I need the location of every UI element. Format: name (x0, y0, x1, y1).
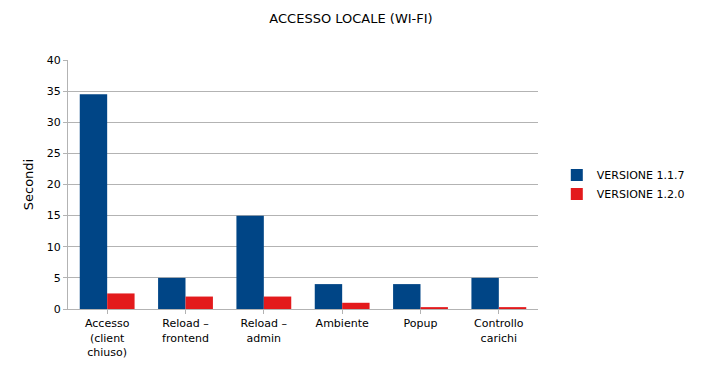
svg-text:VERSIONE 1.1.7: VERSIONE 1.1.7 (597, 169, 685, 182)
svg-text:Reload –frontend: Reload –frontend (162, 317, 209, 344)
svg-text:40: 40 (47, 54, 61, 67)
svg-text:ACCESSO LOCALE (WI-FI): ACCESSO LOCALE (WI-FI) (269, 11, 432, 26)
svg-text:Reload –admin: Reload –admin (241, 317, 287, 344)
svg-text:VERSIONE 1.2.0: VERSIONE 1.2.0 (597, 188, 685, 201)
svg-text:Accesso(clientchiuso): Accesso(clientchiuso) (85, 317, 130, 359)
svg-text:30: 30 (47, 116, 61, 129)
svg-text:5: 5 (54, 272, 61, 285)
svg-text:Ambiente: Ambiente (316, 317, 369, 330)
svg-text:10: 10 (47, 241, 61, 254)
svg-text:15: 15 (47, 209, 61, 222)
svg-text:25: 25 (47, 147, 61, 160)
svg-text:35: 35 (47, 85, 61, 98)
svg-text:20: 20 (47, 178, 61, 191)
svg-text:Popup: Popup (404, 317, 438, 330)
svg-text:Secondi: Secondi (21, 159, 36, 210)
svg-text:0: 0 (54, 303, 61, 316)
svg-text:Controllocarichi: Controllocarichi (474, 317, 524, 344)
